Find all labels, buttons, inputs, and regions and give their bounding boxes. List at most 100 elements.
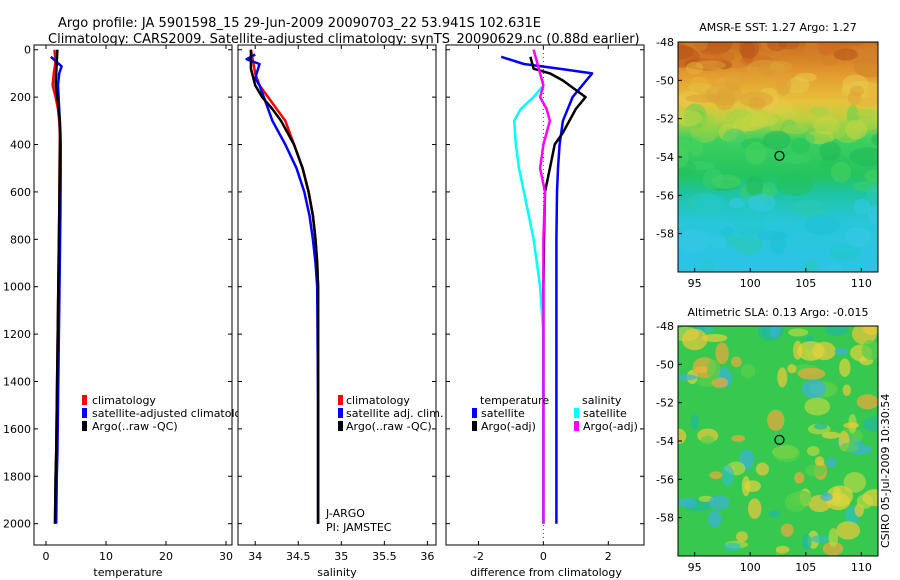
difference-xtick-label: 0 [540,550,547,563]
sla-texture [806,446,820,456]
sla-texture [843,472,866,493]
sla-texture [820,492,833,502]
map-lat-tick-label: -48 [656,36,674,49]
depth-tick-label: 1400 [3,375,31,388]
float-program-label: J-ARGO [325,507,365,520]
legend-swatch-argo [338,421,343,431]
sst-texture [726,234,739,246]
map-lat-tick-label: -56 [656,189,674,202]
sla-texture [834,347,849,356]
sla-texture [824,326,849,336]
sst-texture [743,111,778,128]
sla-texture [709,471,723,480]
legend-swatch-temp-satellite [472,408,477,418]
temperature-xtick-label: 30 [219,550,233,563]
sla-texture [708,495,730,510]
sla-texture [801,533,812,551]
sla-texture [678,497,697,508]
figure-title-line2: Climatology: CARS2009. Satellite-adjuste… [48,32,640,47]
sla-texture [840,442,859,452]
depth-tick-label: 600 [10,186,31,199]
argo-float-marker [774,434,785,445]
sla-texture [788,328,809,337]
sla-texture [678,374,698,381]
sst-texture [855,108,878,119]
sst-map-panel: AMSR-E SST: 1.27 Argo: 1.27 95 100 105 110 -… [656,21,879,290]
temperature-legend: climatology satellite-adjusted climatolo… [82,394,255,433]
salinity-xtick-label: 36 [420,550,434,563]
sst-texture [746,175,764,197]
salinity-xlabel: salinity [317,566,357,579]
difference-xtick-label: -2 [473,550,484,563]
legend-swatch-temp-argo [472,421,477,431]
sst-texture [734,214,765,237]
sst-texture [845,119,868,140]
legend-label-temp-satellite: satellite [481,407,525,420]
sst-texture [855,97,878,107]
sst-texture [829,243,861,261]
sst-texture [696,60,726,70]
depth-tick-label: 1800 [3,470,31,483]
sla-texture [862,416,878,432]
legend-label-satellite: satellite-adjusted climatology [92,407,255,420]
map-lon-tick-label: 110 [851,277,872,290]
sla-texture [797,367,826,380]
sla-texture [744,480,761,492]
legend-swatch-climatology [338,395,343,405]
sla-texture [723,542,741,552]
sst-texture [849,147,878,167]
temperature-xtick-label: 10 [99,550,113,563]
legend-swatch-sal-argo [574,421,579,431]
map-lon-tick-label: 105 [795,277,816,290]
temperature-panel: 0 200 400 600 800 1000 1200 1400 1600 1800 2000 0 1… [3,44,255,579]
sla-texture [707,510,722,528]
temperature-xtick-label: 20 [159,550,173,563]
map-lat-tick-label: -50 [656,358,674,371]
sst-texture [763,130,791,151]
float-pi-label: PI: JAMSTEC [326,521,392,534]
map-lat-tick-label: -54 [656,151,674,164]
figure-title-line1: Argo profile: JA 5901598_15 29-Jun-2009 … [58,16,541,31]
sla-texture [731,434,746,442]
sst-texture [775,73,792,96]
sla-texture [826,457,837,468]
temperature-axes-box [33,44,233,546]
sla-texture [862,326,878,336]
sla-texture [736,531,748,542]
sst-texture [720,226,735,237]
sst-texture [678,109,703,127]
legend-swatch-sal-satellite [574,408,579,418]
sst-texture [819,141,841,161]
sla-texture [839,358,851,377]
legend-heading-salinity: salinity [582,394,622,407]
map-lat-tick-label: -50 [656,74,674,87]
sst-texture [747,193,776,212]
sst-texture [871,133,878,146]
legend-swatch-climatology [82,395,87,405]
sla-texture [856,394,878,410]
sla-texture [804,397,831,416]
salinity-legend: climatology satellite adj. clim. Argo(..… [338,394,443,433]
sla-texture [814,456,825,467]
difference-legend: temperature salinity satellite Argo(-adj… [472,394,638,433]
sla-texture [762,326,771,336]
sst-texture [745,142,766,165]
sst-texture [821,54,838,66]
sst-texture [699,113,715,127]
salinity-xtick-label: 34 [248,550,262,563]
sla-texture [767,409,785,431]
depth-tick-label: 0 [24,44,31,57]
salinity-axes-box [237,44,437,546]
sla-texture [787,363,797,374]
sst-texture [702,168,724,190]
difference-series-temperature-satellite [500,55,594,524]
sla-texture [797,341,825,361]
legend-swatch-argo [82,421,87,431]
sst-texture [830,161,852,183]
sst-texture [833,48,858,61]
map-lat-tick-label: -52 [656,113,674,126]
salinity-panel: 34 34.5 35 35.5 36 salinity climatology sate… [237,44,443,579]
csiro-timestamp: CSIRO 05-Jul-2009 10:30:54 [879,394,892,548]
sst-texture [813,116,841,135]
sla-texture [794,472,805,484]
